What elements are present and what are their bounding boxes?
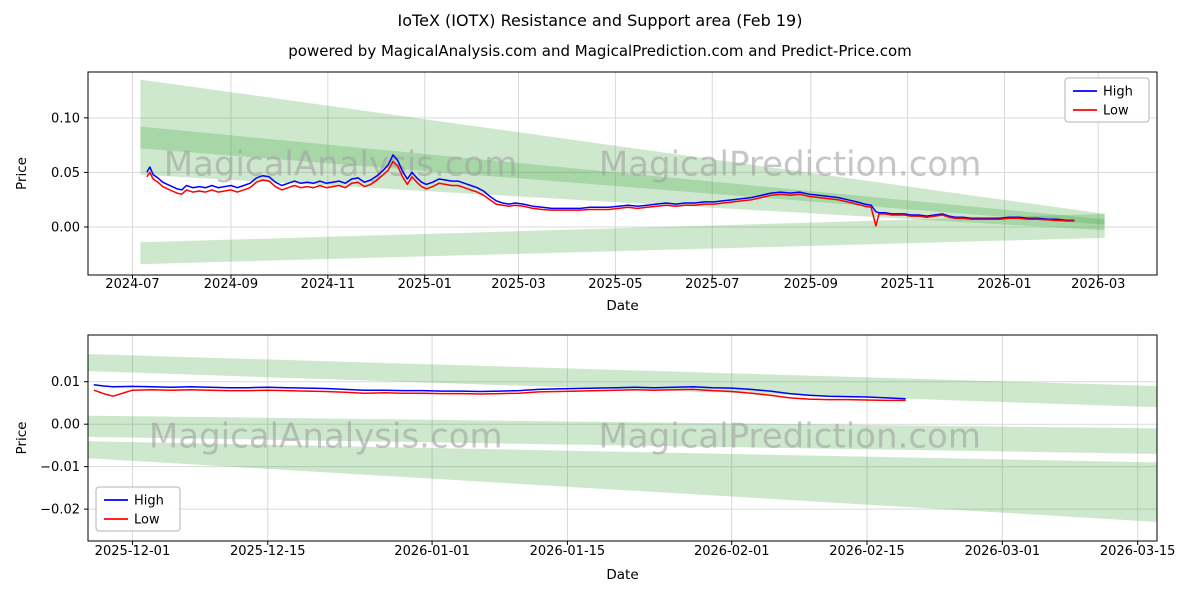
- figure-subtitle: powered by MagicalAnalysis.com and Magic…: [288, 42, 912, 60]
- plot-border: [87, 71, 1158, 276]
- y-tick-label: 0.05: [51, 166, 80, 181]
- legend-box: [1064, 77, 1150, 123]
- x-tick-label: 2025-09: [784, 277, 838, 292]
- x-tick-label: 2024-09: [204, 277, 258, 292]
- y-axis-label: Price: [14, 157, 30, 190]
- x-tick-label: 2026-03-15: [1100, 544, 1176, 559]
- watermark-text: MagicalAnalysis.com: [149, 417, 503, 457]
- legend-box: [95, 486, 181, 532]
- figure-title: IoTeX (IOTX) Resistance and Support area…: [397, 11, 803, 30]
- watermark-text: MagicalPrediction.com: [599, 145, 982, 185]
- x-tick-label: 2024-07: [105, 277, 159, 292]
- x-tick-label: 2025-12-15: [230, 544, 306, 559]
- high-line: [146, 154, 1075, 222]
- x-tick-label: 2026-02-01: [694, 544, 770, 559]
- x-tick-label: 2026-02-15: [829, 544, 905, 559]
- y-tick-label: −0.02: [40, 503, 80, 518]
- x-tick-label: 2025-05: [588, 277, 642, 292]
- x-tick-label: 2025-07: [685, 277, 739, 292]
- support-resistance-band: [140, 79, 1105, 225]
- x-tick-label: 2026-01-15: [530, 544, 606, 559]
- high-line: [93, 383, 906, 400]
- legend-label: Low: [134, 513, 160, 528]
- plot-border: [87, 334, 1158, 542]
- watermark-text: MagicalAnalysis.com: [164, 145, 518, 185]
- main-price-svg: MagicalAnalysis.com MagicalPrediction.com…: [14, 71, 1158, 314]
- watermark-text: MagicalPrediction.com: [598, 417, 981, 457]
- figure-header: IoTeX (IOTX) Resistance and Support area…: [0, 0, 1200, 64]
- y-axis-label: Price: [14, 422, 30, 455]
- x-tick-label: 2025-11: [880, 277, 934, 292]
- x-tick-label: 2026-03-01: [965, 544, 1041, 559]
- y-tick-label: 0.00: [51, 418, 80, 433]
- support-resistance-band: [140, 213, 1105, 265]
- legend-label: Low: [1103, 104, 1129, 119]
- x-axis-label: Date: [606, 567, 638, 583]
- low-line: [146, 160, 1075, 227]
- x-tick-label: 2026-03: [1071, 277, 1125, 292]
- x-tick-label: 2025-03: [491, 277, 545, 292]
- x-axis-label: Date: [606, 298, 638, 314]
- x-tick-label: 2025-12-01: [95, 544, 171, 559]
- legend-label: High: [134, 494, 164, 509]
- y-tick-label: −0.01: [40, 460, 80, 475]
- zoom-price-chart: MagicalAnalysis.com MagicalPrediction.com…: [0, 329, 1200, 597]
- support-resistance-band: [88, 415, 1157, 454]
- x-tick-label: 2024-11: [301, 277, 355, 292]
- y-tick-label: 0.00: [51, 220, 80, 235]
- x-tick-label: 2026-01-01: [394, 544, 470, 559]
- y-tick-label: 0.10: [51, 111, 80, 126]
- support-resistance-band: [88, 441, 1157, 522]
- low-line: [93, 388, 906, 402]
- legend-label: High: [1103, 85, 1133, 100]
- y-tick-label: 0.01: [51, 375, 80, 390]
- x-tick-label: 2026-01: [977, 277, 1031, 292]
- main-price-chart: MagicalAnalysis.com MagicalPrediction.com…: [0, 64, 1200, 329]
- x-tick-label: 2025-01: [398, 277, 452, 292]
- support-resistance-band: [88, 354, 1157, 408]
- zoom-price-svg: MagicalAnalysis.com MagicalPrediction.com…: [14, 334, 1176, 583]
